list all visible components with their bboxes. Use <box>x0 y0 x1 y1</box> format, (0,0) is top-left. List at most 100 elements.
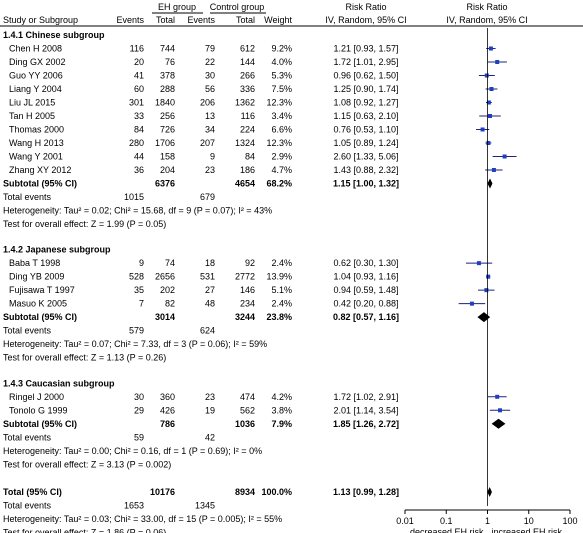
study-weight: 12.3% <box>266 98 292 108</box>
header-rr: Risk Ratio <box>345 2 386 12</box>
study-events-eh: 9 <box>139 258 144 268</box>
subtotal-diamond <box>477 312 491 323</box>
study-total-eh: 74 <box>165 258 175 268</box>
study-weight: 2.9% <box>271 152 292 162</box>
total-weight: 100.0% <box>261 487 292 497</box>
axis-right-label: increased EH risk <box>492 527 563 533</box>
study-events-eh: 528 <box>129 272 144 282</box>
study-events-control: 27 <box>205 285 215 295</box>
study-events-control: 9 <box>210 152 215 162</box>
grand-total-events-eh: 1653 <box>124 500 144 510</box>
heterogeneity-text: Heterogeneity: Tau² = 0.00; Chi² = 0.16,… <box>3 446 262 456</box>
study-events-eh: 33 <box>134 111 144 121</box>
study-weight: 5.3% <box>271 71 292 81</box>
study-ci: 0.94 [0.59, 1.48] <box>333 285 398 295</box>
study-total-control: 234 <box>240 299 255 309</box>
study-total-eh: 1706 <box>155 138 175 148</box>
header-total-1: Total <box>156 15 175 25</box>
study-events-control: 48 <box>205 299 215 309</box>
subtotal-label: Subtotal (95% CI) <box>3 312 77 322</box>
study-total-eh: 378 <box>160 71 175 81</box>
study-ci: 1.25 [0.90, 1.74] <box>333 84 398 94</box>
study-total-eh: 360 <box>160 392 175 402</box>
study-events-control: 13 <box>205 111 215 121</box>
study-ci: 0.62 [0.30, 1.30] <box>333 258 398 268</box>
study-events-control: 34 <box>205 125 215 135</box>
study-point <box>489 87 494 91</box>
study-total-control: 144 <box>240 57 255 67</box>
x-tick-label: 100 <box>562 516 577 526</box>
study-total-eh: 2656 <box>155 272 175 282</box>
study-point <box>484 288 489 293</box>
study-point <box>486 141 491 145</box>
study-point <box>486 100 491 105</box>
total-events-eh: 579 <box>129 326 144 336</box>
study-point <box>469 301 474 306</box>
study-weight: 4.7% <box>271 165 292 175</box>
study-ci: 0.96 [0.62, 1.50] <box>333 71 398 81</box>
header-events-1: Events <box>116 15 144 25</box>
total-total-eh: 10176 <box>150 487 175 497</box>
study-name: Baba T 1998 <box>9 258 60 268</box>
x-tick-label: 1 <box>485 516 490 526</box>
study-name: Tonolo G 1999 <box>9 405 68 415</box>
total-ci: 1.13 [0.99, 1.28] <box>333 487 399 497</box>
study-events-eh: 301 <box>129 98 144 108</box>
overall-effect-text: Test for overall effect: Z = 3.13 (P = 0… <box>3 459 171 469</box>
subtotal-ci: 0.82 [0.57, 1.16] <box>333 312 399 322</box>
study-events-eh: 20 <box>134 57 144 67</box>
grand-total-events-label: Total events <box>3 500 52 510</box>
study-total-control: 146 <box>240 285 255 295</box>
study-weight: 6.6% <box>271 125 292 135</box>
study-total-eh: 204 <box>160 165 175 175</box>
study-events-control: 22 <box>205 57 215 67</box>
x-tick-label: 10 <box>524 516 534 526</box>
study-events-control: 23 <box>205 392 215 402</box>
study-total-eh: 158 <box>160 152 175 162</box>
subtotal-total-control: 1036 <box>235 419 255 429</box>
study-weight: 12.3% <box>266 138 292 148</box>
total-events-control: 624 <box>200 326 215 336</box>
study-name: Ringel J 2000 <box>9 392 64 402</box>
study-events-eh: 29 <box>134 405 144 415</box>
study-weight: 3.8% <box>271 405 292 415</box>
study-total-eh: 744 <box>160 44 175 54</box>
grand-overall-effect-text: Test for overall effect: Z = 1.86 (P = 0… <box>3 527 166 533</box>
study-events-control: 207 <box>200 138 215 148</box>
total-events-eh: 1015 <box>124 192 144 202</box>
header-weight: Weight <box>264 15 292 25</box>
study-ci: 1.43 [0.88, 2.32] <box>333 165 398 175</box>
total-events-control: 42 <box>205 432 215 442</box>
study-name: Liang Y 2004 <box>9 84 62 94</box>
header-plot-sub: IV, Random, 95% CI <box>446 15 527 25</box>
study-total-eh: 426 <box>160 405 175 415</box>
subtotal-total-eh: 3014 <box>155 312 175 322</box>
study-total-control: 1362 <box>235 98 255 108</box>
study-events-eh: 35 <box>134 285 144 295</box>
study-point <box>495 60 500 64</box>
study-events-control: 206 <box>200 98 215 108</box>
study-ci: 1.08 [0.92, 1.27] <box>333 98 398 108</box>
study-events-eh: 280 <box>129 138 144 148</box>
study-weight: 2.4% <box>271 258 292 268</box>
study-weight: 13.9% <box>266 272 292 282</box>
study-point <box>502 154 507 159</box>
total-events-label: Total events <box>3 432 52 442</box>
study-events-eh: 44 <box>134 152 144 162</box>
study-point <box>498 408 503 413</box>
heterogeneity-text: Heterogeneity: Tau² = 0.07; Chi² = 7.33,… <box>3 339 267 349</box>
overall-effect-text: Test for overall effect: Z = 1.13 (P = 0… <box>3 353 166 363</box>
subtotal-label: Subtotal (95% CI) <box>3 419 77 429</box>
subtotal-total-eh: 786 <box>160 419 175 429</box>
total-events-label: Total events <box>3 192 52 202</box>
subtotal-label: Subtotal (95% CI) <box>3 179 77 189</box>
study-events-eh: 60 <box>134 84 144 94</box>
subtotal-diamond <box>487 178 493 189</box>
study-point <box>488 46 493 51</box>
header-total-2: Total <box>236 15 255 25</box>
study-point <box>486 274 491 279</box>
study-ci: 1.21 [0.93, 1.57] <box>333 44 398 54</box>
study-ci: 0.42 [0.20, 0.88] <box>333 299 398 309</box>
study-weight: 7.5% <box>271 84 292 94</box>
study-total-eh: 726 <box>160 125 175 135</box>
